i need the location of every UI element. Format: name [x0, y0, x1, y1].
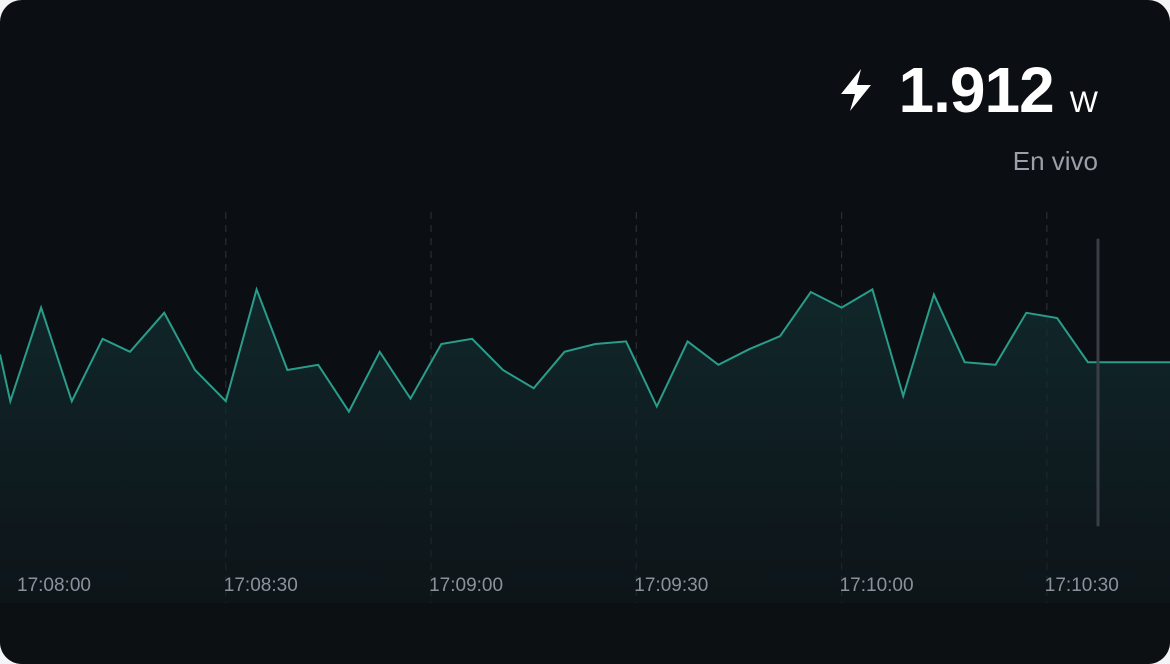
chart-footer — [0, 603, 1170, 664]
power-value: 1.912 — [898, 54, 1055, 126]
x-tick-label: 17:09:00 — [429, 575, 503, 596]
x-tick-label: 17:08:30 — [224, 575, 298, 596]
series-line — [0, 286, 1170, 414]
x-tick-label: 17:10:30 — [1045, 575, 1119, 596]
series-power — [0, 238, 1170, 603]
x-axis-tick-labels: 17:08:00 17:08:30 17:09:00 17:09:30 17:10:00… — [17, 575, 1119, 596]
x-tick-label: 17:10:00 — [840, 575, 914, 596]
live-status-label: En vivo — [1012, 146, 1098, 176]
live-power-readout: 1.912 W — [837, 58, 1098, 122]
power-unit: W — [1069, 86, 1098, 119]
lightning-bolt-icon — [840, 69, 871, 111]
x-tick-label: 17:08:00 — [17, 575, 91, 596]
x-tick-label: 17:09:30 — [634, 575, 708, 596]
series-area-fill — [0, 289, 1170, 603]
